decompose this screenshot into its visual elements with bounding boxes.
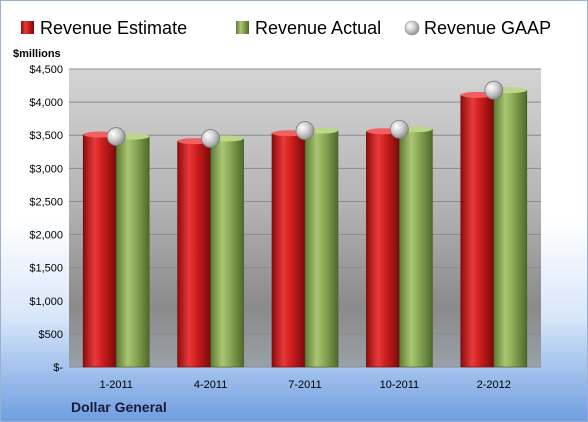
bars — [82, 87, 528, 368]
bar-revenue-estimate — [271, 132, 306, 368]
y-tick-label: $2,500 — [29, 196, 63, 208]
y-tick-label: $500 — [39, 329, 63, 341]
y-tick-label: $1,500 — [29, 263, 63, 275]
bar-revenue-actual — [399, 128, 433, 368]
marker-revenue-gaap — [106, 127, 126, 146]
y-axis-ticks: $- $500 $1,000 $1,500 $2,000 $2,500 $3,000 $3,5… — [29, 64, 63, 374]
bar-revenue-estimate — [366, 130, 400, 368]
legend-entry: Revenue GAAP — [424, 18, 551, 38]
y-tick-label: $2,000 — [29, 230, 63, 242]
bar-revenue-actual — [115, 136, 150, 368]
bar-revenue-actual — [210, 138, 244, 368]
bar-revenue-actual — [304, 130, 339, 368]
y-tick-label: $4,000 — [29, 97, 63, 109]
bar-revenue-estimate — [177, 140, 211, 368]
legend-entry: Revenue Estimate — [40, 18, 187, 38]
marker-revenue-gaap — [201, 129, 221, 148]
x-axis-ticks: 1-2011 4-2011 7-2011 10-2011 2-2012 — [99, 379, 510, 391]
marker-revenue-gaap — [295, 121, 315, 140]
gaap-markers — [106, 80, 504, 148]
y-tick-label: $- — [53, 362, 63, 374]
legend: Revenue Estimate Revenue Actual Revenue GA… — [21, 18, 551, 38]
x-tick-label: 10-2011 — [380, 379, 420, 391]
legend-swatch — [404, 20, 420, 36]
y-units-label: $millions — [13, 48, 61, 60]
y-tick-label: $4,500 — [29, 64, 63, 76]
legend-entry: Revenue Actual — [255, 18, 381, 38]
marker-revenue-gaap — [389, 119, 409, 139]
x-tick-label: 2-2012 — [477, 379, 511, 391]
legend-swatch — [21, 21, 34, 34]
bar-revenue-estimate — [82, 134, 117, 368]
legend-swatch — [236, 21, 249, 34]
y-tick-label: $3,500 — [29, 130, 63, 142]
bar-revenue-actual — [493, 89, 528, 368]
y-tick-label: $1,000 — [29, 296, 63, 308]
x-tick-label: 1-2011 — [99, 379, 132, 391]
marker-revenue-gaap — [484, 80, 504, 100]
y-tick-label: $3,000 — [29, 163, 63, 175]
company-name: Dollar General — [71, 399, 167, 415]
x-tick-label: 7-2011 — [288, 379, 321, 391]
x-tick-label: 4-2011 — [194, 379, 227, 391]
bar-revenue-estimate — [460, 94, 495, 368]
